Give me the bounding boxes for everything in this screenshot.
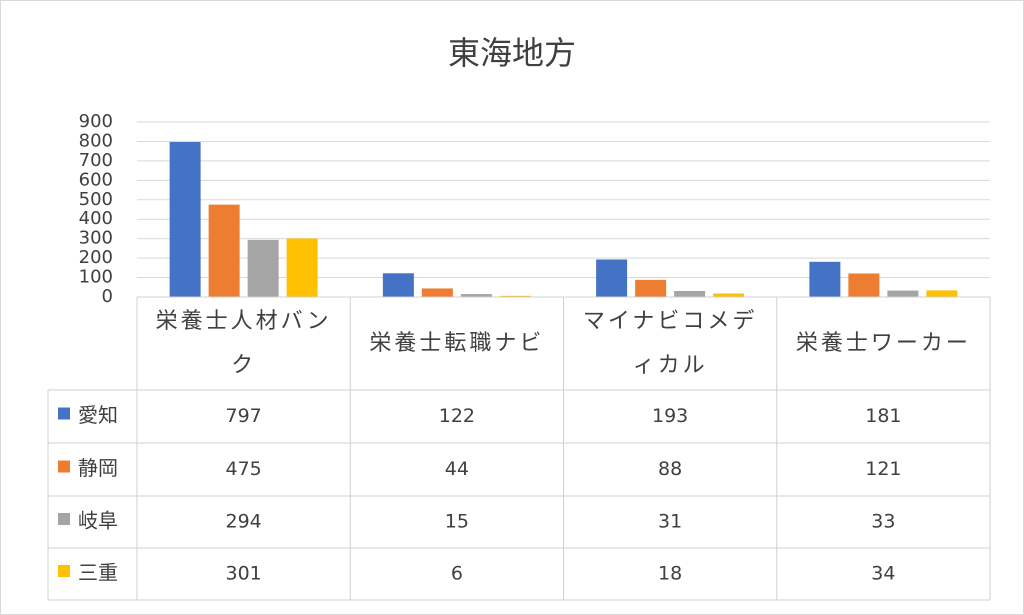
bar xyxy=(848,273,880,297)
bar xyxy=(809,261,841,297)
legend-label: 三重 xyxy=(78,561,118,585)
bar xyxy=(286,238,318,297)
bar xyxy=(887,290,919,297)
bar xyxy=(421,288,453,297)
x-tick-label: 栄養士転職ナビ xyxy=(369,330,545,356)
y-tick-label: 200 xyxy=(79,247,113,268)
bar xyxy=(208,204,240,297)
bar xyxy=(169,142,201,297)
category-cell: マイナビコメディカル xyxy=(582,308,758,378)
y-tick-label: 400 xyxy=(79,208,113,229)
table-value: 122 xyxy=(439,405,475,427)
x-tick-label: 栄養士ワーカー xyxy=(795,330,971,356)
y-tick-label: 100 xyxy=(79,267,113,288)
y-tick-label: 900 xyxy=(79,111,113,132)
table-value: 181 xyxy=(865,405,901,427)
legend-label: 愛知 xyxy=(78,403,118,427)
table-value: 797 xyxy=(225,405,261,427)
table-value: 31 xyxy=(658,511,682,533)
category-cell: 栄養士ワーカー xyxy=(795,330,971,356)
bar xyxy=(460,294,492,297)
y-tick-label: 800 xyxy=(79,130,113,151)
table-value: 44 xyxy=(445,458,469,480)
bar xyxy=(713,293,745,297)
bar xyxy=(926,290,958,297)
y-tick-label: 300 xyxy=(79,228,113,249)
bar xyxy=(635,279,667,297)
table-value: 15 xyxy=(445,511,469,533)
table-value: 6 xyxy=(451,563,463,585)
legend-label: 岐阜 xyxy=(78,509,118,533)
table-value: 301 xyxy=(225,563,261,585)
y-tick-label: 700 xyxy=(79,150,113,171)
bar xyxy=(596,259,628,297)
legend-key xyxy=(58,407,70,420)
legend-key xyxy=(58,565,70,577)
table-value: 34 xyxy=(871,563,895,585)
table-value: 294 xyxy=(225,511,261,533)
bar xyxy=(674,290,706,297)
table-value: 33 xyxy=(871,511,895,533)
category-cell: 栄養士人材バンク xyxy=(155,308,332,378)
y-tick-label: 600 xyxy=(79,169,113,190)
bar xyxy=(247,239,279,297)
legend-key xyxy=(58,513,70,525)
category-cell: 栄養士転職ナビ xyxy=(369,330,545,356)
bar xyxy=(382,273,414,297)
table-value: 193 xyxy=(652,405,688,427)
chart-title: 東海地方 xyxy=(448,34,576,72)
bar xyxy=(499,295,531,297)
legend-label: 静岡 xyxy=(78,456,118,480)
y-tick-label: 500 xyxy=(79,189,113,210)
table-value: 18 xyxy=(658,563,682,585)
table-value: 121 xyxy=(865,458,901,480)
legend-key xyxy=(58,460,70,473)
x-tick-label: マイナビコメディカル xyxy=(582,308,758,378)
table-value: 88 xyxy=(658,458,682,480)
table-value: 475 xyxy=(225,458,261,480)
x-tick-label: 栄養士人材バンク xyxy=(155,308,332,378)
y-tick-label: 0 xyxy=(102,286,113,307)
